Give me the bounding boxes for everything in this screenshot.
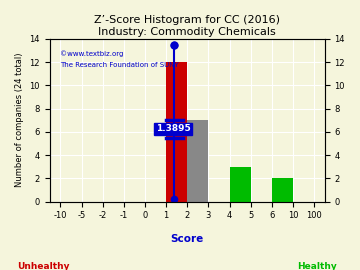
Text: Healthy: Healthy — [297, 262, 337, 270]
Title: Z’-Score Histogram for CC (2016)
Industry: Commodity Chemicals: Z’-Score Histogram for CC (2016) Industr… — [94, 15, 280, 37]
Text: 1.3895: 1.3895 — [156, 124, 191, 133]
Bar — [272, 178, 293, 202]
Bar — [187, 120, 208, 202]
Text: ©www.textbiz.org: ©www.textbiz.org — [60, 50, 124, 57]
Text: The Research Foundation of SUNY: The Research Foundation of SUNY — [60, 62, 179, 68]
Y-axis label: Number of companies (24 total): Number of companies (24 total) — [15, 53, 24, 187]
Bar — [166, 62, 187, 202]
X-axis label: Score: Score — [171, 234, 204, 244]
Text: Unhealthy: Unhealthy — [17, 262, 69, 270]
Bar — [230, 167, 251, 202]
